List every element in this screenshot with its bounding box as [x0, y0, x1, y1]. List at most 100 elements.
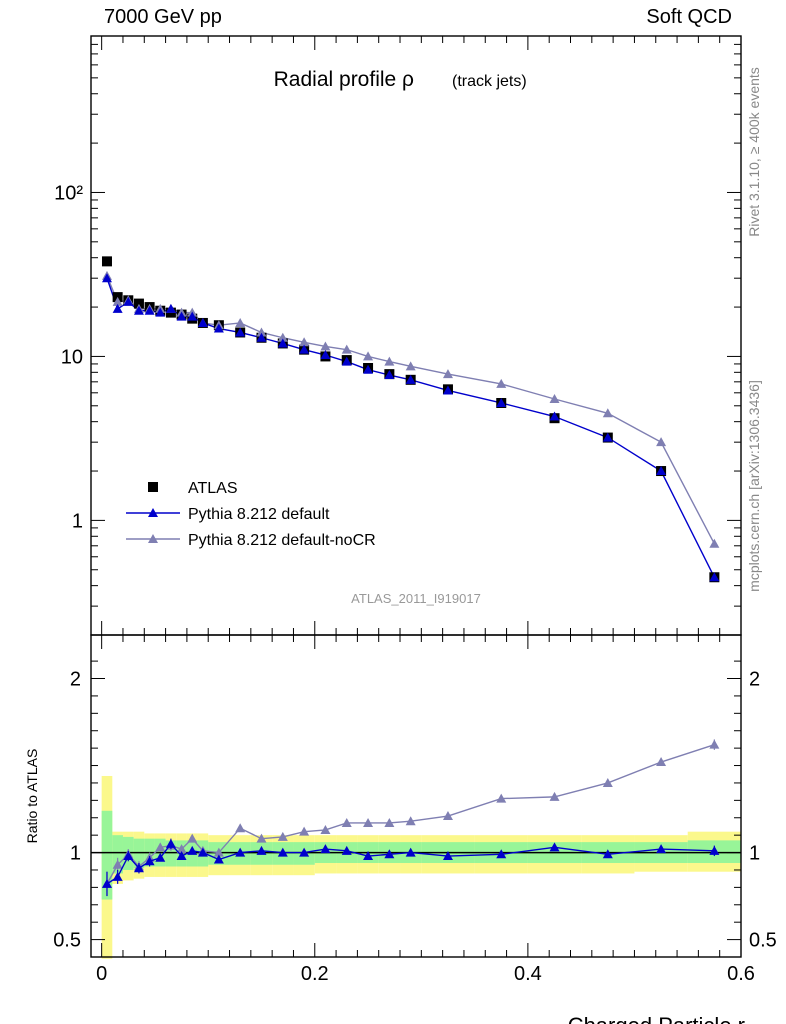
legend-marker-atlas — [148, 482, 158, 492]
ratio-default-point — [405, 847, 416, 857]
ratio-default-point — [341, 845, 352, 855]
ratio-default-point — [133, 863, 144, 873]
ratio-default-point — [256, 845, 267, 855]
default-data-point — [363, 364, 374, 374]
default-data-point — [320, 350, 331, 360]
ratio-y-tick-label: 0.5 — [53, 930, 81, 952]
main-axis-ticks: 1 10 10² — [54, 35, 742, 636]
default-data-point — [256, 332, 267, 342]
ratio-axis-ticks: 0.5 0.5 1 1 2 2 0 0.2 0.4 0.6 — [53, 635, 777, 985]
ratio-default-point — [320, 844, 331, 854]
y-tick-label: 1 — [72, 510, 83, 532]
ratio-nocr-point — [235, 823, 246, 833]
nocr-data-point — [299, 337, 310, 347]
x-tick-label: 0.2 — [301, 963, 329, 985]
ratio-nocr-point — [320, 824, 331, 834]
inner-uncertainty-bin — [101, 810, 113, 900]
default-data-point — [235, 327, 246, 337]
ratio-nocr-point — [277, 831, 288, 841]
ratio-default-point — [299, 847, 310, 857]
default-data-point — [656, 466, 667, 476]
y-tick-label: 10² — [54, 182, 83, 204]
uncertainty-bands — [91, 775, 741, 959]
ratio-y-tick-label: 1 — [70, 843, 81, 865]
ratio-default-point — [709, 845, 720, 855]
source-url-label: mcplots.cern.ch [arXiv:1306.3436] — [746, 380, 762, 592]
ratio-default-point — [656, 844, 667, 854]
ratio-nocr-point — [656, 757, 667, 767]
ratio-default-point — [213, 854, 224, 864]
ratio-default-point — [602, 849, 613, 859]
ratio-default-point — [277, 847, 288, 857]
default-data-point — [405, 374, 416, 384]
default-data-point — [123, 296, 134, 306]
nocr-data-point — [709, 538, 720, 548]
nocr-data-point — [442, 369, 453, 379]
ratio-nocr-point — [496, 793, 507, 803]
legend-marker-default — [148, 508, 158, 517]
nocr-data-point — [277, 332, 288, 342]
ratio-nocr-point — [176, 844, 187, 854]
analysis-watermark: ATLAS_2011_I919017 — [351, 591, 481, 606]
ratio-default-point — [112, 871, 123, 881]
default-data-point — [341, 356, 352, 366]
default-data-point — [277, 338, 288, 348]
default-data-point — [101, 273, 112, 283]
ratio-nocr-point — [187, 833, 198, 843]
y-tick-label: 10 — [61, 346, 83, 368]
default-data-point — [187, 311, 198, 321]
x-tick-label: 0 — [96, 963, 107, 985]
atlas-data-point — [133, 298, 144, 309]
ratio-nocr-point — [442, 811, 453, 821]
plot-title-suffix: (track jets) — [452, 73, 527, 90]
main-panel: 1 10 10² Radial profile ρ (track jets) ATL… — [54, 35, 742, 636]
x-tick-label: 0.6 — [727, 963, 755, 985]
ratio-default-point — [442, 851, 453, 861]
ratio-nocr-point — [112, 859, 123, 869]
default-data-point — [384, 370, 395, 380]
ratio-nocr-point — [709, 739, 720, 749]
series-line — [106, 275, 715, 545]
default-data-point — [176, 311, 187, 321]
ratio-default-point — [101, 878, 112, 888]
ratio-y-label: Ratio to ATLAS — [24, 749, 40, 844]
inner-uncertainty-bin — [165, 840, 177, 867]
default-data-point — [165, 303, 176, 313]
ratio-y-tick-label-right: 0.5 — [749, 930, 777, 952]
ratio-y-tick-label-right: 1 — [749, 843, 760, 865]
legend: ATLAS Pythia 8.212 default Pythia 8.212 de… — [126, 480, 376, 549]
ratio-default-point — [235, 847, 246, 857]
x-tick-label: 0.4 — [514, 963, 542, 985]
ratio-default-point — [197, 847, 208, 857]
default-data-point — [112, 303, 123, 313]
ratio-default-point — [123, 851, 134, 861]
nocr-data-point — [320, 341, 331, 351]
ratio-nocr-point — [602, 777, 613, 787]
ratio-marks — [101, 739, 720, 897]
ratio-default-point — [187, 845, 198, 855]
ratio-nocr-point — [405, 816, 416, 826]
ratio-default-point — [165, 838, 176, 848]
category-label: Soft QCD — [646, 6, 732, 28]
default-data-point — [197, 317, 208, 327]
ratio-default-point — [144, 856, 155, 866]
nocr-data-point — [549, 393, 560, 403]
nocr-data-point — [602, 408, 613, 418]
ratio-default-point — [549, 842, 560, 852]
default-data-point — [133, 305, 144, 315]
ratio-nocr-point — [549, 791, 560, 801]
nocr-data-point — [341, 344, 352, 354]
default-data-point — [549, 411, 560, 421]
default-data-point — [213, 323, 224, 333]
default-data-point — [442, 385, 453, 395]
ratio-default-point — [155, 852, 166, 862]
default-data-point — [155, 307, 166, 317]
ratio-default-point — [496, 849, 507, 859]
ratio-nocr-point — [256, 833, 267, 843]
default-data-point — [709, 572, 720, 582]
nocr-data-point — [405, 361, 416, 371]
nocr-data-point — [235, 317, 246, 327]
ratio-nocr-point — [213, 847, 224, 857]
ratio-default-point — [384, 849, 395, 859]
